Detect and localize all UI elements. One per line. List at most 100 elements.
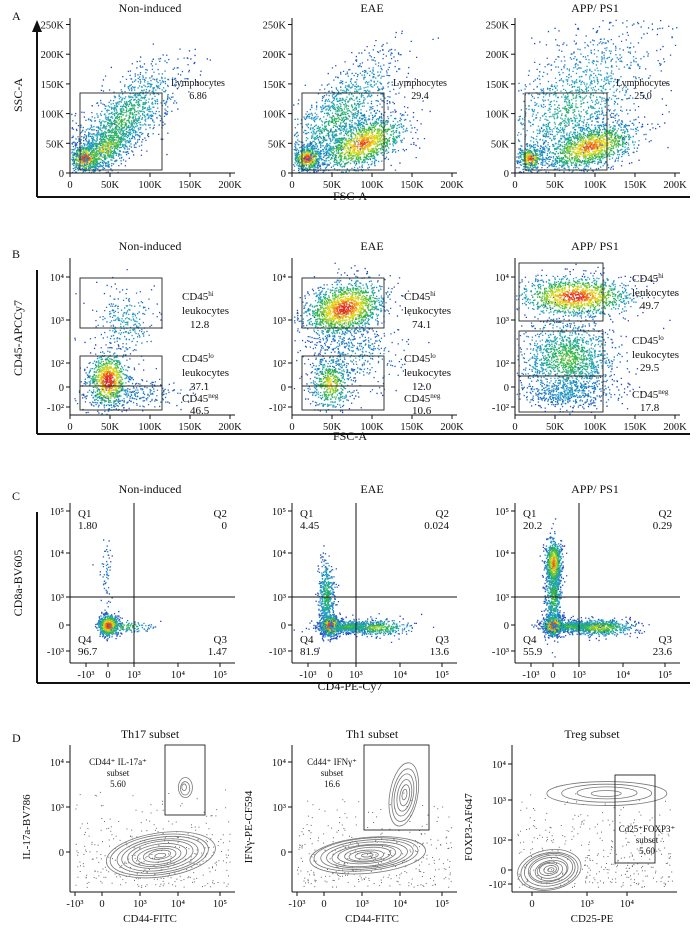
density-dots: [323, 625, 327, 631]
density-dots: [367, 305, 370, 307]
density-dots: [97, 144, 111, 155]
density-dots: [91, 382, 93, 384]
density-dots: [573, 359, 575, 361]
density-dots: [545, 70, 613, 139]
density-dots: [349, 150, 362, 153]
density-dots: [328, 619, 330, 621]
density-dots: [309, 160, 311, 162]
density-dots: [103, 374, 114, 387]
density-dots: [118, 386, 120, 388]
density-dots: [570, 351, 579, 359]
density-dots: [312, 331, 380, 394]
density-dots: [109, 392, 111, 394]
density-dots: [363, 142, 365, 144]
density-dots: [600, 290, 602, 293]
density-dots: [99, 147, 102, 150]
density-dots: [367, 129, 369, 131]
density-dots: [302, 151, 316, 156]
density-dots: [380, 625, 382, 627]
density-dots: [586, 287, 589, 289]
density-dots: [595, 298, 597, 300]
density-dots: [599, 145, 601, 147]
density-dots: [386, 42, 409, 83]
density-dots: [323, 109, 395, 165]
density-dots: [354, 305, 356, 308]
density-dots: [573, 141, 575, 143]
density-dots: [332, 362, 340, 370]
density-dots: [595, 302, 598, 304]
density-dots: [105, 624, 107, 626]
density-dots: [120, 370, 123, 373]
density-dots: [104, 628, 106, 630]
density-dots: [106, 574, 108, 576]
density-dots: [104, 303, 174, 412]
density-dots: [578, 304, 580, 306]
density-dots: [555, 299, 579, 307]
density-dots: [546, 295, 549, 297]
density-dots: [116, 143, 118, 145]
density-dots: [338, 305, 341, 307]
density-dots: [354, 141, 371, 150]
density-dots: [378, 624, 380, 626]
density-dots: [124, 321, 126, 324]
density-dots: [107, 366, 110, 369]
density-dots: [110, 621, 112, 623]
density-dots: [354, 138, 360, 144]
density-dots: [358, 150, 360, 153]
density-dots: [108, 615, 113, 637]
density-dots: [349, 68, 351, 71]
density-dots: [577, 298, 580, 300]
density-dots: [326, 625, 329, 627]
density-dots: [340, 147, 342, 150]
density-dots: [614, 294, 617, 296]
density-dots: [572, 298, 574, 300]
density-dots: [371, 132, 373, 134]
density-dots: [550, 295, 552, 297]
density-dots: [341, 300, 344, 303]
density-dots: [347, 625, 350, 628]
density-dots: [351, 158, 353, 160]
density-dots: [604, 301, 606, 303]
density-dots: [581, 159, 592, 163]
density-dots: [339, 311, 342, 313]
density-dots: [105, 147, 107, 149]
density-dots: [104, 370, 107, 375]
density-dots: [583, 305, 590, 309]
density-dots: [330, 304, 361, 383]
density-dots: [75, 155, 82, 167]
density-dots: [120, 320, 129, 323]
density-dots: [363, 137, 371, 144]
density-dots: [104, 550, 107, 552]
density-dots: [570, 304, 573, 306]
density-dots: [341, 152, 350, 160]
density-dots: [379, 129, 381, 131]
density-dots: [344, 300, 347, 302]
density-dots: [117, 383, 119, 385]
density-dots: [100, 372, 103, 376]
density-dots: [117, 141, 119, 143]
density-dots: [321, 339, 328, 347]
density-dots: [108, 621, 110, 623]
density-dots: [523, 321, 613, 408]
density-dots: [385, 120, 419, 140]
density-dots: [347, 113, 349, 115]
density-dots: [597, 303, 599, 305]
density-dots: [103, 152, 105, 154]
density-dots: [358, 152, 361, 154]
density-dots: [585, 140, 587, 142]
density-dots: [125, 331, 129, 395]
density-dots: [595, 144, 600, 146]
density-dots: [567, 150, 571, 153]
density-dots: [92, 156, 94, 158]
density-dots: [352, 317, 354, 319]
density-dots: [127, 119, 129, 121]
density-dots: [112, 373, 115, 375]
density-dots: [129, 625, 132, 627]
density-dots: [100, 142, 103, 144]
density-dots: [103, 625, 105, 627]
density-dots: [115, 366, 117, 368]
density-dots: [361, 301, 363, 303]
density-dots: [588, 144, 591, 149]
density-dots: [319, 378, 321, 380]
density-dots: [110, 140, 113, 142]
